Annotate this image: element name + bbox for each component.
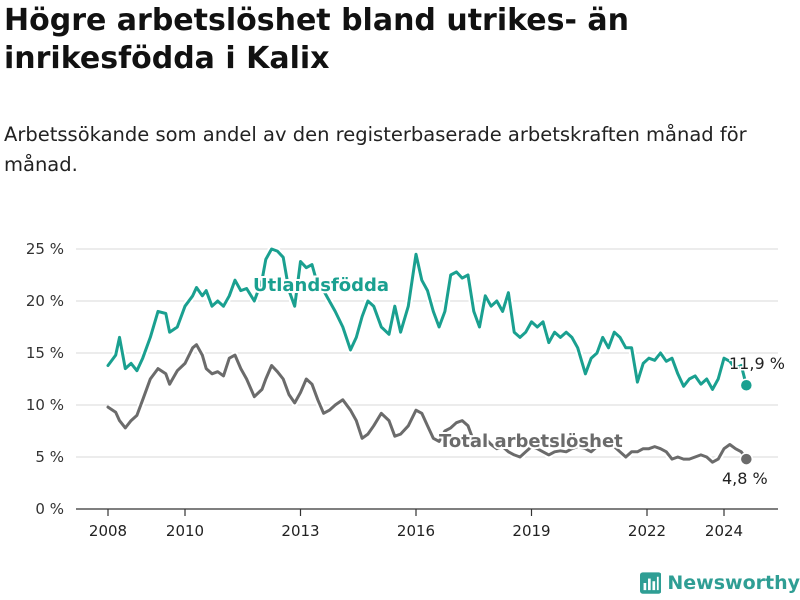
y-tick-label: 10 % (26, 396, 64, 414)
y-tick-label: 0 % (35, 500, 64, 518)
series-line-total (106, 343, 748, 464)
x-tick-label: 2022 (628, 522, 666, 540)
end-value-label-utlandsfodda: 11,9 % (729, 354, 785, 373)
x-tick-label: 2024 (705, 522, 743, 540)
x-tick-label: 2016 (397, 522, 435, 540)
chart-subtitle: Arbetssökande som andel av den registerb… (4, 123, 747, 176)
x-tick-label: 2010 (166, 522, 204, 540)
series-label-utlandsfodda: Utlandsfödda (253, 275, 389, 296)
y-tick-label: 20 % (26, 292, 64, 310)
brand-logo: Newsworthy (640, 567, 800, 599)
y-tick-label: 25 % (26, 240, 64, 258)
bar-chart-logo-icon (640, 572, 662, 594)
x-tick-label: 2013 (281, 522, 319, 540)
x-tick-label: 2019 (512, 522, 550, 540)
series-labels: Utlandsfödda Total arbetslöshet 11,9 % 4,8 … (251, 273, 786, 490)
series-label-total: Total arbetslöshet (439, 431, 623, 452)
x-axis: 2008 2010 2013 2016 2019 2022 2024 (89, 509, 743, 540)
y-tick-label: 15 % (26, 344, 64, 362)
chart-title: Högre arbetslöshet bland utrikes- än inr… (4, 3, 629, 76)
end-value-label-total: 4,8 % (722, 469, 768, 488)
series-end-marker (739, 378, 754, 392)
x-tick-label: 2008 (89, 522, 127, 540)
series-lines (105, 245, 754, 466)
brand-name: Newsworthy (667, 572, 800, 594)
y-axis: 0 % 5 % 10 % 15 % 20 % 25 % (26, 240, 64, 518)
series-end-marker (739, 452, 754, 466)
y-tick-label: 5 % (35, 448, 64, 466)
series-line-utlandsfodda (106, 247, 748, 391)
